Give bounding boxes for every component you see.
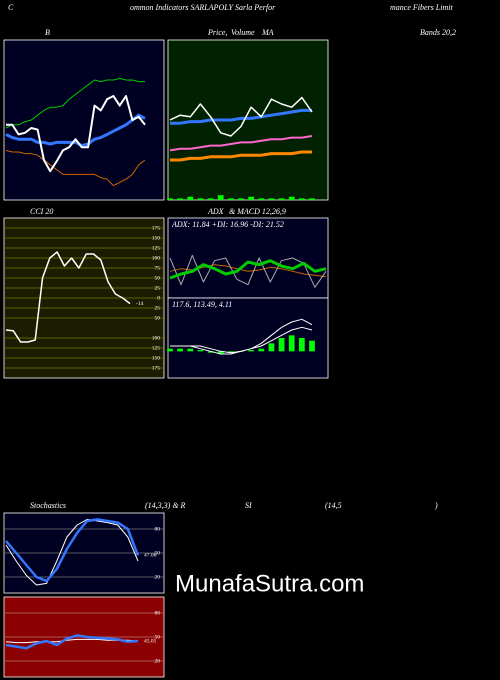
series-line	[169, 254, 327, 288]
y-tick-label: 80	[155, 526, 161, 532]
y-tick-label: 20	[155, 658, 161, 664]
series-line	[169, 135, 313, 152]
header-text: mance Fibers Limit	[390, 3, 453, 12]
bar	[197, 350, 204, 352]
bar	[177, 348, 184, 352]
bar	[248, 350, 255, 352]
y-tick-label: 20	[155, 574, 161, 580]
header-text: C	[8, 3, 14, 12]
bar	[298, 198, 305, 200]
panel-title: Volume	[231, 28, 255, 37]
bar	[217, 351, 224, 354]
y-tick-label: 80	[155, 610, 161, 616]
series-line	[6, 95, 146, 173]
bar	[309, 198, 315, 200]
panels: 175 150 125 100 75 50 25 0 25 50 100 125 150 175 -14 80…	[3, 39, 329, 678]
panel-title: Bands 20,2	[420, 28, 456, 37]
bar	[298, 338, 305, 352]
bar	[227, 351, 234, 353]
bar	[258, 348, 265, 352]
value-label: -14	[136, 301, 144, 307]
bar	[227, 198, 234, 200]
y-tick-label: 150	[152, 235, 161, 241]
bar	[207, 351, 214, 353]
panel-title: ADX	[207, 207, 225, 216]
series-line	[170, 150, 312, 162]
panel-title: & MACD 12,26,9	[229, 207, 286, 216]
series-line	[5, 518, 140, 583]
bar	[248, 196, 255, 200]
panel	[167, 39, 329, 201]
y-tick-label: 25	[155, 285, 161, 291]
series-line	[5, 251, 131, 343]
bar	[258, 198, 265, 200]
y-tick-label: 50	[155, 275, 161, 281]
bar	[217, 195, 224, 200]
y-tick-label: 100	[152, 255, 161, 261]
bar	[238, 198, 244, 200]
panel-title: MA	[261, 28, 274, 37]
y-tick-label: 50	[155, 550, 161, 556]
bar	[207, 198, 214, 200]
watermark: MunafaSutra.com	[175, 570, 364, 597]
panel-title: B	[45, 28, 50, 37]
panel-title: SI	[245, 501, 252, 510]
panel-title: Stochastics	[30, 501, 66, 510]
series-line	[5, 518, 139, 586]
bar	[177, 198, 184, 200]
series-line	[5, 77, 145, 129]
bar	[288, 196, 295, 200]
y-tick-label: 50	[155, 634, 161, 640]
panel-title: Price,	[207, 28, 227, 37]
bar	[278, 338, 285, 352]
y-tick-label: 175	[152, 225, 161, 231]
y-tick-label: 150	[152, 355, 161, 361]
series-line	[5, 634, 139, 650]
bar	[268, 343, 275, 352]
series-line	[5, 149, 146, 187]
header-text: ommon Indicators SARLAPOLY Sarla Perfor	[130, 3, 276, 12]
series-line	[5, 113, 146, 148]
value-label: 45.01	[144, 638, 157, 644]
y-tick-label: 75	[155, 265, 161, 271]
y-tick-label: 100	[152, 335, 161, 341]
bar	[167, 198, 173, 200]
panel-info: 117.6, 113.49, 4.11	[172, 300, 232, 309]
panel-info: ADX: 11.84 +DI: 16.96 -DI: 21.52	[171, 220, 284, 229]
bar	[268, 198, 275, 200]
bar	[187, 348, 194, 352]
bar	[309, 340, 315, 352]
bar	[197, 198, 204, 200]
bar	[187, 196, 194, 200]
overlay: ADX: 11.84 +DI: 16.96 -DI: 21.52 117.6, …	[171, 220, 364, 598]
panel-title: )	[434, 501, 438, 510]
y-tick-label: 50	[155, 315, 161, 321]
y-tick-label: 175	[152, 365, 161, 371]
panel	[167, 217, 329, 299]
value-label: 47.06	[144, 553, 157, 559]
panel-title: CCI 20	[30, 207, 53, 216]
series-line	[170, 326, 313, 354]
bar	[278, 198, 285, 200]
y-tick-label: 125	[152, 345, 161, 351]
bar	[167, 348, 173, 352]
series-line	[169, 259, 327, 280]
y-tick-label: 125	[152, 245, 161, 251]
bar	[288, 335, 295, 352]
panel-title: (14,5	[325, 501, 342, 510]
y-tick-label: 0	[157, 295, 160, 301]
y-tick-label: 25	[155, 305, 161, 311]
series-line	[169, 96, 313, 137]
series-line	[170, 108, 312, 125]
panel-title: (14,3,3) & R	[145, 501, 186, 510]
